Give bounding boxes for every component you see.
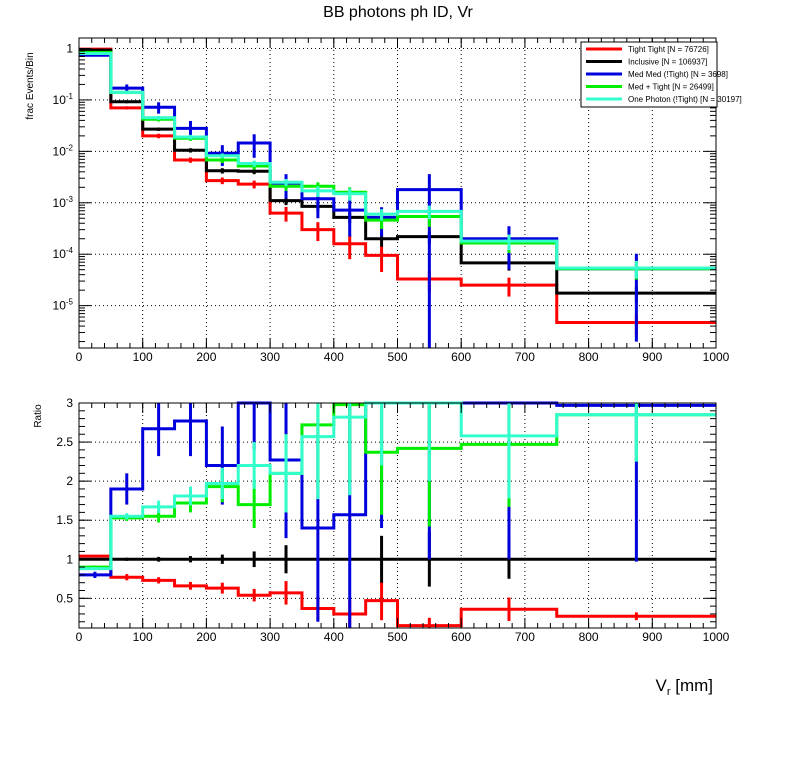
y-tick-label: 10-1 bbox=[53, 92, 74, 107]
x-tick-label: 300 bbox=[260, 630, 280, 644]
series-line-tight_tight bbox=[79, 554, 716, 628]
series-one_photon bbox=[79, 51, 716, 279]
x-tick-label: 600 bbox=[451, 350, 471, 364]
x-tick-label: 200 bbox=[196, 630, 216, 644]
ratio-y-axis-title: Ratio bbox=[33, 404, 44, 428]
legend-label-inclusive: Inclusive [N = 106937] bbox=[628, 58, 707, 67]
top-y-axis-title: frac Events/Bin bbox=[25, 52, 36, 119]
x-tick-label: 1000 bbox=[703, 630, 730, 644]
x-tick-label: 900 bbox=[642, 350, 662, 364]
x-tick-label: 1000 bbox=[703, 350, 730, 364]
x-tick-label: 0 bbox=[76, 350, 83, 364]
legend-label-tight_tight: Tight Tight [N = 76726] bbox=[628, 45, 709, 54]
x-tick-label: 700 bbox=[515, 350, 535, 364]
x-tick-label: 800 bbox=[579, 630, 599, 644]
ratio-axes: 0 100 200 300 400 500 600 700 800 900 1000 0.5 1 1.5 2… bbox=[56, 396, 729, 644]
y-tick-label: 10-4 bbox=[53, 246, 74, 261]
x-tick-label: 500 bbox=[387, 350, 407, 364]
x-tick-label: 700 bbox=[515, 630, 535, 644]
legend-label-med_tight: Med + Tight [N = 26499] bbox=[628, 83, 714, 92]
x-tick-label: 100 bbox=[133, 630, 153, 644]
y-tick-label: 2.5 bbox=[56, 435, 73, 449]
top-panel: 0 100 200 300 400 500 600 700 800 900 1000 1 10-1 10-… bbox=[25, 37, 730, 364]
y-tick-label: 10-5 bbox=[53, 298, 74, 313]
top-axes: 0 100 200 300 400 500 600 700 800 900 1000 1 10-1 10-… bbox=[53, 38, 730, 364]
x-tick-label: 900 bbox=[642, 630, 662, 644]
x-tick-label: 400 bbox=[324, 350, 344, 364]
legend-label-one_photon: One Photon (!Tight) [N = 30197] bbox=[628, 95, 742, 104]
y-tick-label: 10-3 bbox=[53, 195, 74, 210]
x-tick-label: 100 bbox=[133, 350, 153, 364]
x-tick-label: 500 bbox=[387, 630, 407, 644]
x-axis-title: Vr [mm] bbox=[655, 676, 713, 698]
series-line-med_med bbox=[79, 401, 716, 577]
y-tick-label: 1 bbox=[66, 552, 73, 566]
top-series bbox=[79, 47, 716, 348]
x-tick-label: 300 bbox=[260, 350, 280, 364]
y-tick-label: 1 bbox=[66, 41, 73, 55]
y-tick-label: 3 bbox=[66, 396, 73, 410]
legend: Tight Tight [N = 76726] Inclusive [N = 10… bbox=[580, 41, 742, 108]
x-tick-label: 200 bbox=[196, 350, 216, 364]
series-inclusive bbox=[79, 531, 716, 587]
legend-label-med_med: Med Med (!Tight) [N = 3698] bbox=[628, 70, 728, 79]
y-tick-label: 10-2 bbox=[53, 143, 74, 158]
x-tick-label: 800 bbox=[579, 350, 599, 364]
x-tick-label: 0 bbox=[76, 630, 83, 644]
ratio-panel: 0 100 200 300 400 500 600 700 800 900 1000 0.5 1 1.5 2… bbox=[33, 396, 730, 644]
x-tick-label: 400 bbox=[324, 630, 344, 644]
y-tick-label: 1.5 bbox=[56, 513, 73, 527]
x-tick-label: 600 bbox=[451, 630, 471, 644]
y-tick-label: 2 bbox=[66, 474, 73, 488]
y-tick-label: 0.5 bbox=[56, 591, 73, 605]
chart-title: BB photons ph ID, Vr bbox=[323, 4, 473, 21]
